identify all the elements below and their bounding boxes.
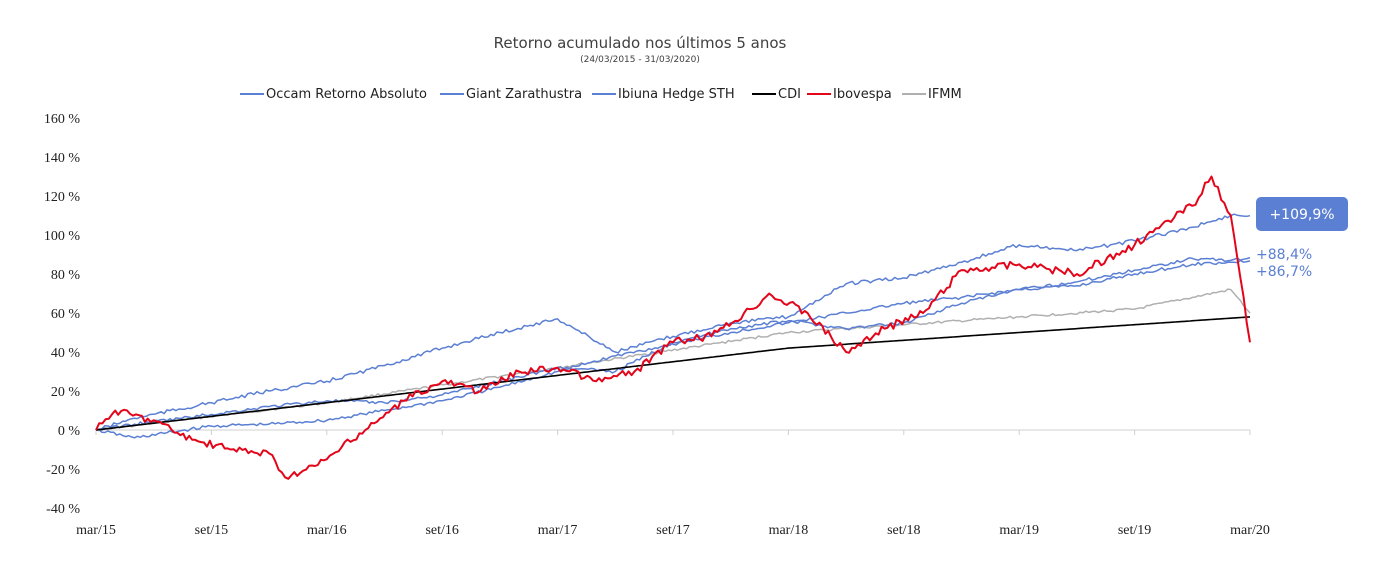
x-tick-label: mar/18: [769, 523, 809, 538]
legend-label: IFMM: [928, 87, 962, 102]
legend-label: Ibovespa: [833, 87, 892, 102]
series-line-cdi: [95, 316, 1251, 431]
x-tick-label: set/18: [887, 523, 920, 538]
x-tick-label: set/15: [195, 523, 228, 538]
end-label-box: [1256, 197, 1348, 231]
x-tick-label: mar/17: [538, 523, 578, 538]
chart-subtitle: (24/03/2015 - 31/03/2020): [580, 55, 700, 65]
x-tick-label: mar/15: [76, 523, 116, 538]
y-tick-label: 160 %: [44, 112, 81, 127]
series-line-ibiuna-hedge-sth: [95, 256, 1251, 431]
end-label-text: +109,9%: [1269, 207, 1334, 223]
x-tick-label: set/19: [1118, 523, 1151, 538]
y-tick-label: 120 %: [44, 190, 81, 205]
end-label-text: +88,4%: [1256, 247, 1312, 263]
x-tick-label: mar/20: [1230, 523, 1270, 538]
chart-title: Retorno acumulado nos últimos 5 anos: [493, 34, 787, 52]
legend-label: Giant Zarathustra: [466, 87, 582, 102]
y-tick-label: 20 %: [51, 385, 81, 400]
y-tick-label: 140 %: [44, 151, 81, 166]
legend-label: Ibiuna Hedge STH: [618, 87, 735, 102]
y-tick-label: 0 %: [58, 424, 81, 439]
y-tick-label: 60 %: [51, 307, 81, 322]
y-tick-label: 100 %: [44, 229, 81, 244]
series-line-ibovespa: [95, 175, 1251, 480]
x-tick-label: set/17: [656, 523, 689, 538]
legend-label: CDI: [778, 87, 801, 102]
y-tick-label: -40 %: [46, 502, 80, 517]
series-line-giant-zarathustra: [95, 213, 1251, 431]
y-tick-label: -20 %: [46, 463, 80, 478]
x-tick-label: mar/16: [307, 523, 347, 538]
y-tick-label: 80 %: [51, 268, 81, 283]
x-tick-label: set/16: [425, 523, 458, 538]
y-tick-label: 40 %: [51, 346, 81, 361]
end-label-text: +86,7%: [1256, 264, 1312, 280]
legend-label: Occam Retorno Absoluto: [266, 87, 427, 102]
x-tick-label: mar/19: [999, 523, 1039, 538]
